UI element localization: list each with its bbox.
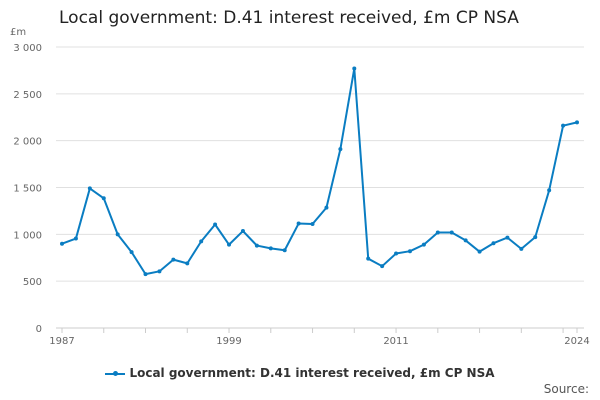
data-point bbox=[505, 235, 510, 240]
data-point bbox=[199, 239, 204, 244]
data-point bbox=[435, 230, 440, 235]
data-point bbox=[171, 257, 176, 262]
data-point bbox=[519, 246, 524, 251]
data-point bbox=[157, 269, 162, 274]
data-point bbox=[60, 241, 64, 246]
y-tick-label: 500 bbox=[23, 277, 42, 288]
data-point bbox=[282, 248, 287, 253]
data-point bbox=[254, 243, 259, 248]
data-point bbox=[394, 251, 399, 256]
y-axis-label: £m bbox=[10, 27, 26, 38]
y-tick-label: 1 500 bbox=[13, 184, 42, 195]
data-point bbox=[268, 246, 273, 251]
y-tick-label: 2 000 bbox=[13, 137, 42, 148]
data-point bbox=[338, 147, 343, 152]
data-point bbox=[547, 188, 552, 193]
series-line bbox=[61, 67, 578, 276]
data-point bbox=[561, 123, 566, 128]
x-tick-label: 2024 bbox=[564, 336, 589, 347]
data-point bbox=[477, 249, 482, 254]
y-tick-label: 2 500 bbox=[13, 90, 42, 101]
data-point bbox=[366, 256, 371, 261]
data-point bbox=[352, 66, 357, 71]
y-tick-label: 0 bbox=[36, 324, 42, 335]
data-point bbox=[324, 205, 329, 210]
x-tick-label: 1999 bbox=[216, 336, 241, 347]
data-point bbox=[227, 242, 232, 247]
data-point bbox=[185, 261, 190, 266]
data-point bbox=[575, 120, 579, 125]
data-point bbox=[463, 238, 468, 243]
legend-swatch bbox=[105, 370, 126, 376]
data-point bbox=[115, 232, 120, 237]
x-tick-label: 2011 bbox=[383, 336, 408, 347]
y-tick-label: 3 000 bbox=[13, 43, 42, 54]
source-label: Source: bbox=[543, 382, 589, 396]
data-point bbox=[421, 242, 426, 247]
data-point bbox=[213, 222, 218, 227]
y-tick-label: 1 000 bbox=[13, 230, 42, 241]
data-point bbox=[129, 250, 134, 255]
data-point bbox=[101, 196, 106, 201]
data-point bbox=[296, 221, 301, 226]
data-point bbox=[407, 249, 412, 254]
x-tick-label: 1987 bbox=[49, 336, 74, 347]
chart-title: Local government: D.41 interest received… bbox=[59, 8, 519, 28]
data-point bbox=[73, 236, 78, 241]
data-point bbox=[143, 272, 148, 277]
data-point bbox=[380, 264, 385, 269]
data-point bbox=[310, 222, 315, 227]
legend[interactable]: Local government: D.41 interest received… bbox=[0, 366, 600, 380]
data-point bbox=[87, 186, 92, 191]
legend-label: Local government: D.41 interest received… bbox=[129, 366, 495, 380]
data-point bbox=[449, 230, 454, 235]
data-point bbox=[240, 229, 245, 234]
data-point bbox=[491, 241, 496, 246]
data-point bbox=[533, 235, 538, 240]
